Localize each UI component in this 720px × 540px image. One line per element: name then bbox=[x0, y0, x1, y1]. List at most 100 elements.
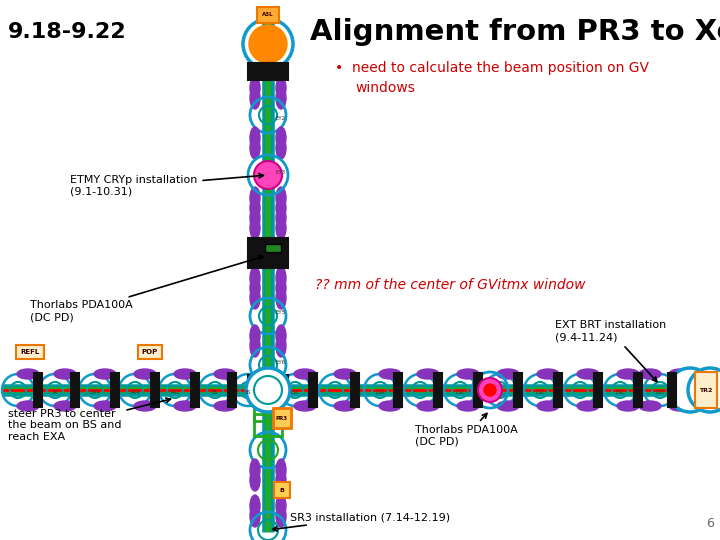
Ellipse shape bbox=[250, 325, 260, 347]
Ellipse shape bbox=[54, 401, 76, 411]
Ellipse shape bbox=[294, 369, 316, 379]
Ellipse shape bbox=[334, 401, 356, 411]
Bar bbox=[634, 373, 642, 407]
Ellipse shape bbox=[294, 401, 316, 411]
Ellipse shape bbox=[417, 369, 439, 379]
Ellipse shape bbox=[250, 207, 260, 229]
Bar bbox=[248, 258, 288, 268]
Bar bbox=[554, 373, 562, 407]
Text: EY2: EY2 bbox=[276, 116, 286, 120]
Text: ?? mm of the center of GVitmx window: ?? mm of the center of GVitmx window bbox=[315, 278, 585, 292]
Bar bbox=[228, 373, 236, 407]
Ellipse shape bbox=[94, 369, 116, 379]
Text: IN: IN bbox=[53, 389, 58, 395]
Ellipse shape bbox=[417, 401, 439, 411]
Ellipse shape bbox=[276, 325, 286, 347]
Bar bbox=[71, 373, 79, 407]
Ellipse shape bbox=[250, 127, 260, 149]
Bar bbox=[151, 373, 159, 407]
Ellipse shape bbox=[174, 369, 196, 379]
Ellipse shape bbox=[537, 401, 559, 411]
Text: BS: BS bbox=[245, 389, 251, 395]
Circle shape bbox=[254, 161, 282, 189]
Ellipse shape bbox=[276, 495, 286, 517]
Bar bbox=[254, 399, 282, 421]
Ellipse shape bbox=[639, 369, 661, 379]
Bar bbox=[248, 238, 288, 248]
Text: SR3 installation (7.14-12.19): SR3 installation (7.14-12.19) bbox=[273, 512, 450, 531]
Ellipse shape bbox=[276, 77, 286, 99]
Ellipse shape bbox=[276, 207, 286, 229]
Text: PR3: PR3 bbox=[276, 415, 288, 421]
Text: EY5: EY5 bbox=[276, 310, 286, 315]
Bar bbox=[257, 7, 279, 23]
Ellipse shape bbox=[250, 267, 260, 289]
Bar bbox=[695, 372, 717, 408]
Ellipse shape bbox=[276, 187, 286, 209]
Ellipse shape bbox=[276, 335, 286, 357]
Text: TR2: TR2 bbox=[699, 388, 713, 393]
Ellipse shape bbox=[134, 401, 156, 411]
Text: Thorlabs PDA100A
(DC PD): Thorlabs PDA100A (DC PD) bbox=[415, 414, 518, 447]
Text: Alignment from PR3 to Xend: Alignment from PR3 to Xend bbox=[310, 18, 720, 46]
Ellipse shape bbox=[134, 369, 156, 379]
Bar bbox=[16, 345, 44, 359]
Circle shape bbox=[249, 25, 287, 63]
Ellipse shape bbox=[669, 401, 691, 411]
Ellipse shape bbox=[250, 335, 260, 357]
Ellipse shape bbox=[497, 369, 519, 379]
Text: POP: POP bbox=[142, 349, 158, 355]
Ellipse shape bbox=[250, 469, 260, 491]
Bar bbox=[265, 244, 281, 252]
Ellipse shape bbox=[276, 267, 286, 289]
Ellipse shape bbox=[497, 401, 519, 411]
Ellipse shape bbox=[250, 87, 260, 109]
Text: B: B bbox=[279, 488, 284, 492]
Ellipse shape bbox=[577, 401, 599, 411]
Text: ETMY CRYp installation
(9.1-10.31): ETMY CRYp installation (9.1-10.31) bbox=[70, 173, 264, 197]
Circle shape bbox=[688, 368, 720, 412]
Ellipse shape bbox=[334, 369, 356, 379]
Ellipse shape bbox=[250, 137, 260, 159]
Ellipse shape bbox=[457, 401, 479, 411]
Ellipse shape bbox=[276, 197, 286, 219]
Text: CM4: CM4 bbox=[89, 389, 100, 395]
Ellipse shape bbox=[250, 197, 260, 219]
Bar bbox=[248, 63, 288, 73]
Ellipse shape bbox=[250, 77, 260, 99]
Ellipse shape bbox=[577, 369, 599, 379]
Text: EXT: EXT bbox=[655, 389, 665, 395]
Text: LSA: LSA bbox=[375, 389, 384, 395]
Ellipse shape bbox=[276, 87, 286, 109]
Bar bbox=[274, 482, 290, 498]
Text: Thorlabs PDA100A
(DC PD): Thorlabs PDA100A (DC PD) bbox=[30, 255, 264, 322]
Ellipse shape bbox=[639, 401, 661, 411]
Text: windows: windows bbox=[355, 81, 415, 95]
Bar bbox=[191, 373, 199, 407]
Ellipse shape bbox=[276, 287, 286, 309]
Ellipse shape bbox=[276, 459, 286, 481]
Text: A3L: A3L bbox=[262, 12, 274, 17]
Circle shape bbox=[484, 384, 496, 396]
Text: LSC: LSC bbox=[290, 389, 300, 395]
Bar bbox=[111, 373, 119, 407]
Ellipse shape bbox=[214, 369, 236, 379]
Ellipse shape bbox=[94, 401, 116, 411]
Bar bbox=[248, 72, 288, 79]
Bar bbox=[248, 375, 288, 385]
Text: 9.18-9.22: 9.18-9.22 bbox=[8, 22, 127, 42]
Ellipse shape bbox=[54, 369, 76, 379]
Ellipse shape bbox=[276, 217, 286, 239]
Text: 6: 6 bbox=[706, 517, 714, 530]
Text: PR4: PR4 bbox=[130, 389, 140, 395]
Ellipse shape bbox=[617, 369, 639, 379]
Ellipse shape bbox=[250, 287, 260, 309]
Bar bbox=[248, 250, 288, 260]
Bar bbox=[138, 345, 162, 359]
Ellipse shape bbox=[537, 369, 559, 379]
Bar bbox=[668, 373, 676, 407]
Text: EY3: EY3 bbox=[276, 170, 286, 174]
Text: LSC: LSC bbox=[455, 389, 464, 395]
Circle shape bbox=[668, 368, 712, 412]
Bar bbox=[474, 373, 482, 407]
